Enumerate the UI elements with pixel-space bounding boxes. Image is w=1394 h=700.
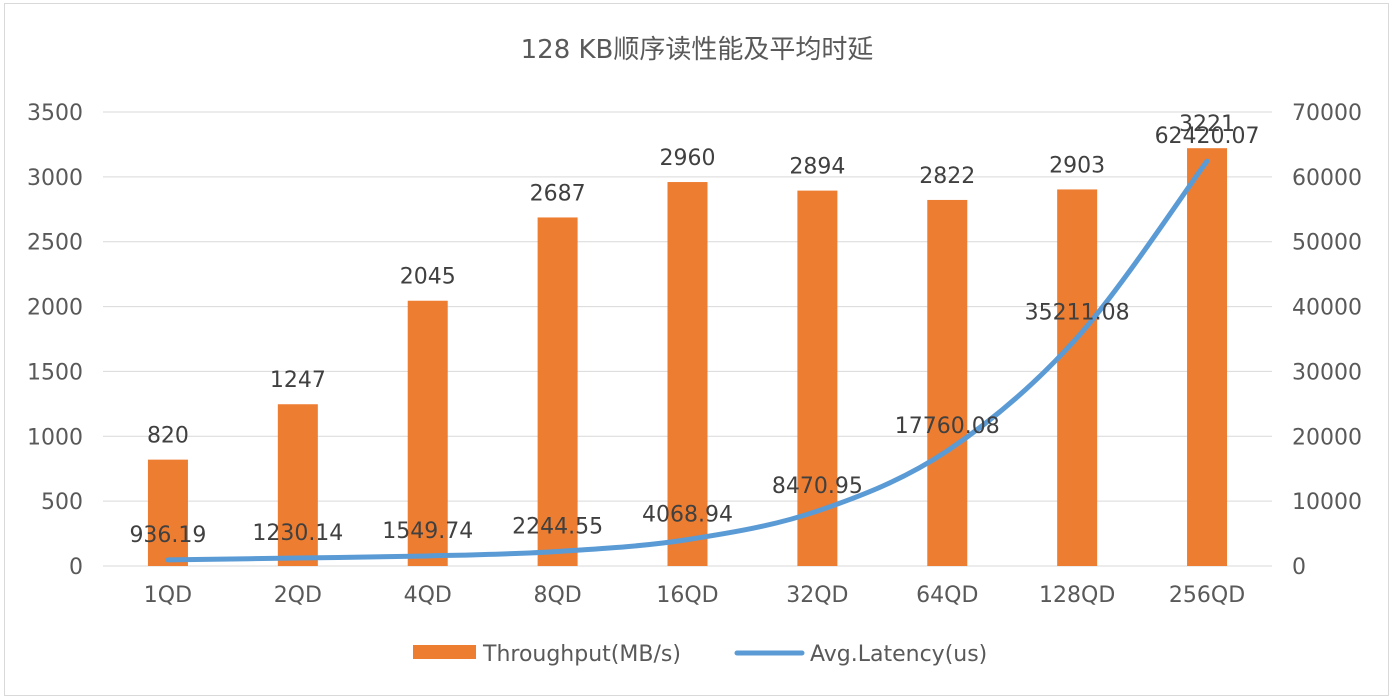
x-axis-category-label: 4QD xyxy=(404,583,452,608)
x-axis-category-label: 2QD xyxy=(274,583,322,608)
throughput-bar xyxy=(537,217,578,567)
latency-point xyxy=(1076,337,1078,339)
latency-data-label: 35211.08 xyxy=(1025,301,1130,326)
throughput-bar xyxy=(927,199,968,566)
latency-data-label: 2244.55 xyxy=(512,514,603,539)
right-axis-tick-label: 10000 xyxy=(1292,490,1362,515)
right-axis: 0 10000 20000 30000 40000 50000 60000 70000 xyxy=(1292,101,1362,580)
latency-line-group xyxy=(165,158,1210,563)
throughput-bar xyxy=(1187,148,1228,566)
x-axis-category-label: 8QD xyxy=(533,583,581,608)
latency-data-label: 4068.94 xyxy=(642,503,733,528)
latency-data-label: 1230.14 xyxy=(252,521,343,546)
left-axis-tick-label: 500 xyxy=(41,490,83,515)
latency-point xyxy=(427,555,429,557)
throughput-bar xyxy=(147,459,188,566)
latency-point xyxy=(946,450,948,452)
right-axis-tick-label: 30000 xyxy=(1292,360,1362,385)
latency-point xyxy=(1206,160,1208,162)
throughput-data-label: 3221 xyxy=(1179,112,1235,137)
latency-data-label: 936.19 xyxy=(129,523,206,548)
left-axis-tick-label: 2500 xyxy=(27,231,83,256)
throughput-data-label: 820 xyxy=(147,424,189,449)
latency-data-label: 1549.74 xyxy=(382,519,473,544)
x-axis-category-label: 128QD xyxy=(1039,583,1115,608)
right-axis-tick-label: 50000 xyxy=(1292,231,1362,256)
throughput-data-label: 2687 xyxy=(530,181,586,206)
x-axis-labels: 1QD 2QD 4QD 8QD 16QD 32QD 64QD 128QD 256QD xyxy=(144,583,1245,608)
throughput-data-label: 1247 xyxy=(270,368,326,393)
x-axis-category-label: 256QD xyxy=(1169,583,1245,608)
left-axis-tick-label: 1000 xyxy=(27,425,83,450)
throughput-data-label: 2045 xyxy=(400,265,456,290)
latency-point xyxy=(297,557,299,559)
throughput-bars xyxy=(147,148,1228,567)
throughput-bar xyxy=(277,404,318,566)
left-axis-tick-label: 1500 xyxy=(27,360,83,385)
x-axis-category-label: 64QD xyxy=(916,583,978,608)
left-axis-tick-label: 2000 xyxy=(27,296,83,321)
latency-point xyxy=(687,539,688,541)
right-axis-tick-label: 70000 xyxy=(1292,101,1362,126)
right-axis-tick-label: 40000 xyxy=(1292,296,1362,321)
throughput-bar xyxy=(797,190,838,566)
bar-data-labels: 820 1247 2045 2687 2960 2894 2822 2903 3221 xyxy=(147,112,1235,448)
right-axis-tick-label: 60000 xyxy=(1292,166,1362,191)
chart-title: 128 KB顺序读性能及平均时延 xyxy=(521,35,874,65)
latency-data-label: 62420.07 xyxy=(1155,124,1260,149)
throughput-data-label: 2903 xyxy=(1049,153,1105,178)
x-axis-category-label: 1QD xyxy=(144,583,192,608)
right-axis-tick-label: 0 xyxy=(1292,555,1306,580)
legend-throughput-swatch xyxy=(413,645,476,659)
line-data-labels: 936.19 1230.14 1549.74 2244.55 4068.94 8470.9… xyxy=(129,124,1259,548)
throughput-bar xyxy=(667,182,708,566)
legend: Throughput(MB/s) Avg.Latency(us) xyxy=(413,642,987,667)
legend-latency-label: Avg.Latency(us) xyxy=(810,642,987,667)
latency-data-label: 8470.95 xyxy=(772,474,863,499)
x-axis-category-label: 16QD xyxy=(656,583,718,608)
left-axis-tick-label: 3000 xyxy=(27,166,83,191)
left-axis: 0 500 1000 1500 2000 2500 3000 3500 xyxy=(27,101,83,580)
right-axis-tick-label: 20000 xyxy=(1292,425,1362,450)
left-axis-tick-label: 0 xyxy=(69,555,83,580)
latency-line xyxy=(165,158,1210,563)
latency-point xyxy=(557,550,559,552)
legend-throughput-label: Throughput(MB/s) xyxy=(482,642,681,667)
throughput-data-label: 2894 xyxy=(789,155,845,180)
latency-data-label: 17760.08 xyxy=(895,414,1000,439)
throughput-bar xyxy=(1057,189,1098,566)
throughput-data-label: 2960 xyxy=(660,146,716,171)
left-axis-tick-label: 3500 xyxy=(27,101,83,126)
throughput-data-label: 2822 xyxy=(919,164,975,189)
throughput-bar xyxy=(407,300,448,566)
x-axis-category-label: 32QD xyxy=(786,583,848,608)
latency-point xyxy=(816,510,818,512)
latency-point xyxy=(167,559,169,561)
